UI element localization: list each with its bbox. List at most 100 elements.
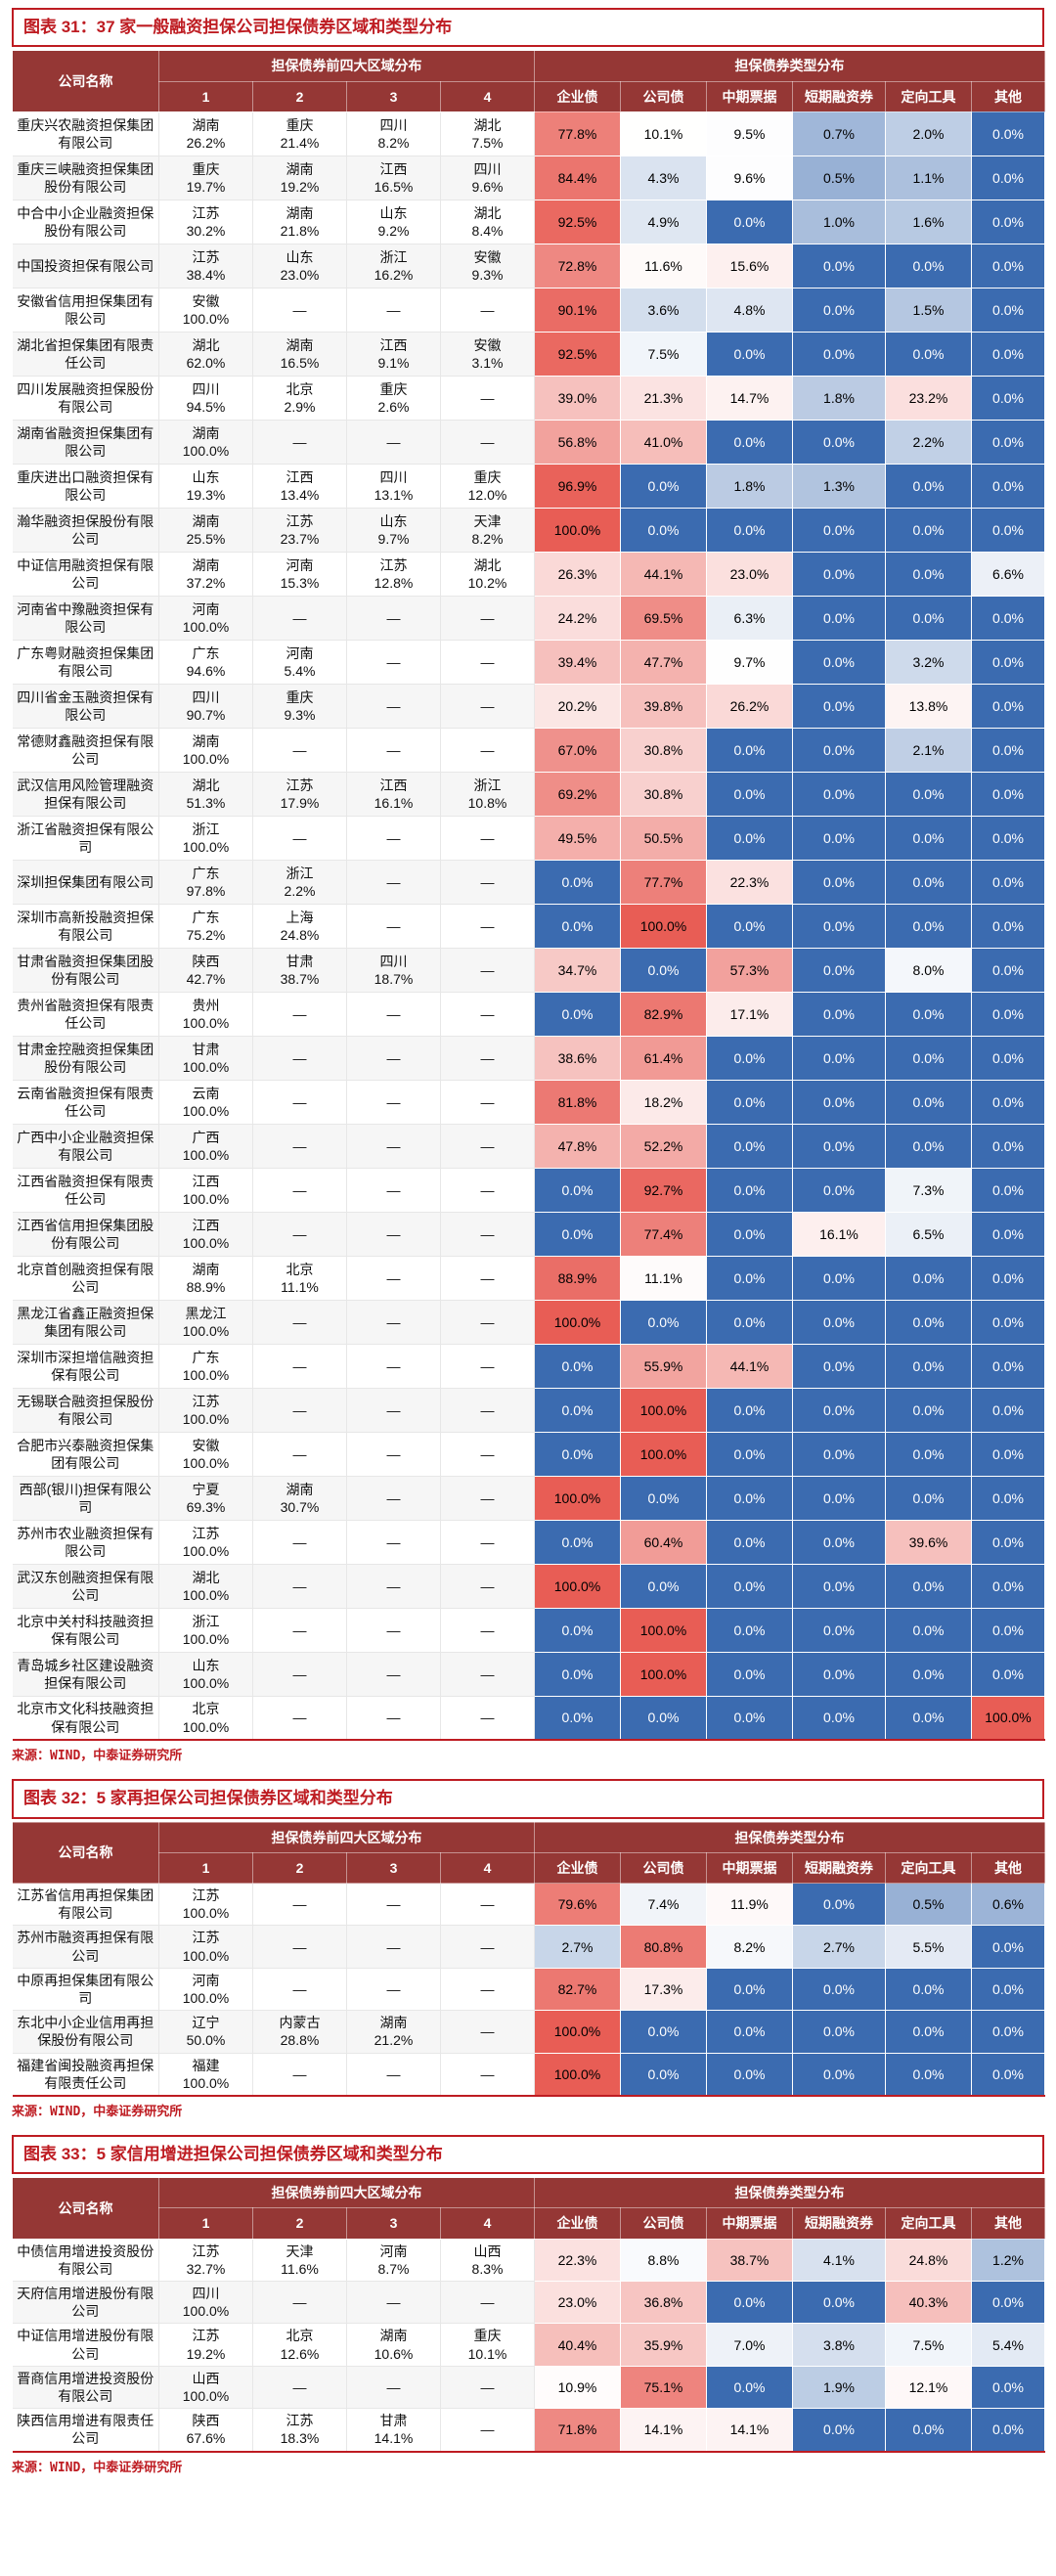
region-cell: 湖南 37.2% [158,551,253,597]
region-cell: 北京 100.0% [158,1695,253,1741]
bond-type-share-cell: 0.0% [970,947,1046,993]
region-cell: — [440,419,535,465]
bond-type-share-cell: 100.0% [534,1475,621,1521]
region-share: 19.2% [186,2345,226,2362]
bond-type-share-cell: 0.0% [792,1563,886,1609]
region-cell: 天津 11.6% [252,2238,347,2283]
bond-type-share-cell: 17.3% [620,1967,707,2012]
column-header: 3 [346,1851,441,1885]
bond-type-share-cell: 1.8% [792,375,886,421]
company-name-cell: 中证信用融资担保有限公司 [12,551,159,597]
region-province: 山西 [192,2370,220,2386]
region-cell: 山东 23.0% [252,243,347,289]
table-row: 晋商信用增进投资股份有限公司 山西 100.0% — — —10.9% 75.1% 0.0% 1… [12,2365,1046,2410]
company-name-cell: 甘肃金控融资担保集团股份有限公司 [12,1035,159,1081]
region-cell: — [346,1607,441,1653]
bond-type-share-cell: 0.0% [792,859,886,905]
region-cell: 江苏 23.7% [252,507,347,553]
bond-type-share-cell: 26.2% [706,683,793,729]
bond-type-share-cell: 7.4% [620,1883,707,1927]
bond-type-share-cell: 0.0% [706,2010,793,2054]
region-share: 100.0% [182,1989,230,2006]
region-cell: 山西 8.3% [440,2238,535,2283]
region-province: 安徽 [473,336,502,353]
region-province: 河南 [286,644,314,661]
region-share: 17.9% [280,794,320,811]
region-share: 30.7% [280,1498,320,1515]
region-province: 四川 [379,468,408,485]
region-share: 8.4% [471,222,504,239]
bond-type-share-cell: 0.0% [792,2281,886,2325]
bond-type-share-cell: 75.1% [620,2365,707,2410]
region-share: 100.0% [182,838,230,855]
company-name-cell: 武汉东创融资担保有限公司 [12,1563,159,1609]
bond-type-share-cell: 0.0% [970,1211,1046,1257]
bond-type-share-cell: 0.0% [885,1695,972,1741]
bond-type-share-cell: 0.0% [885,771,972,817]
region-cell: 山东 9.2% [346,199,441,244]
region-share: 100.0% [182,1234,230,1251]
bond-type-share-cell: 24.8% [885,2238,972,2283]
bond-type-share-cell: 100.0% [534,2052,621,2097]
bond-type-share-cell: 100.0% [534,1299,621,1345]
bond-type-share-cell: 24.2% [534,595,621,641]
region-cell: 四川 9.6% [440,155,535,200]
region-share: 21.4% [280,134,320,151]
region-cell: — [440,1695,535,1741]
region-province: 山西 [473,2243,502,2259]
company-name-cell: 河南省中豫融资担保有限公司 [12,595,159,641]
column-header: 1 [158,1851,253,1885]
bond-type-share-cell: 0.0% [792,903,886,949]
company-name-cell: 深圳市深担增信融资担保有限公司 [12,1343,159,1389]
region-cell: 北京 2.9% [252,375,347,421]
bond-type-share-cell: 12.1% [885,2365,972,2410]
region-cell: 贵州 100.0% [158,991,253,1037]
region-province: 湖南 [192,116,220,133]
bond-type-share-cell: 56.8% [534,419,621,465]
bond-type-share-cell: 9.5% [706,111,793,156]
table-row: 安徽省信用担保集团有限公司 安徽 100.0% — — —90.1% 3.6% 4.8% 0.0… [12,287,1046,333]
region-share: 62.0% [186,354,226,371]
bond-type-share-cell: 13.8% [885,683,972,729]
column-header: 定向工具 [885,80,972,112]
bond-type-share-cell: 0.0% [792,1123,886,1169]
bond-type-share-cell: 2.2% [885,419,972,465]
region-cell: — [252,2365,347,2410]
region-province: 四川 [192,2286,220,2302]
region-cell: 辽宁 50.0% [158,2010,253,2054]
company-name-cell: 浙江省融资担保有限公司 [12,815,159,861]
region-cell: — [346,1695,441,1741]
figure-32-title: 图表 32：5 家再担保公司担保债券区域和类型分布 [12,1779,1044,1819]
bond-type-share-cell: 0.0% [706,2365,793,2410]
company-name-cell: 江苏省信用再担保集团有限公司 [12,1883,159,1927]
region-province: 江苏 [192,1888,220,1904]
region-cell: — [440,1387,535,1433]
region-province: 重庆 [192,160,220,177]
bond-type-share-cell: 67.0% [534,727,621,773]
region-cell: — [440,1167,535,1213]
bond-type-share-cell: 0.0% [970,287,1046,333]
table-row: 四川省金玉融资担保有限公司 四川 90.7% 重庆 9.3% — —20.2% 39.8% 26… [12,683,1046,729]
bond-type-share-cell: 0.0% [534,1695,621,1741]
region-province: 山东 [379,512,408,529]
region-province: 河南 [379,2243,408,2259]
region-cell: — [346,1475,441,1521]
bond-type-share-cell: 1.9% [792,2365,886,2410]
table-row: 广西中小企业融资担保有限公司 广西 100.0% — — —47.8% 52.2% 0.0% 0… [12,1123,1046,1169]
region-province: 湖南 [192,556,220,573]
column-header: 定向工具 [885,1851,972,1885]
region-province: 安徽 [192,292,220,309]
region-share: 24.8% [280,926,320,943]
bond-type-share-cell: 36.8% [620,2281,707,2325]
bond-type-share-cell: 0.0% [970,1343,1046,1389]
region-share: 9.6% [471,178,504,195]
region-cell: — [440,1519,535,1565]
bond-type-share-cell: 0.0% [706,199,793,244]
region-cell: — [252,1387,347,1433]
region-share: 19.7% [186,178,226,195]
region-cell: 四川 13.1% [346,463,441,509]
region-cell: — [252,1343,347,1389]
region-share: 5.4% [284,662,316,679]
bond-type-share-cell: 92.7% [620,1167,707,1213]
column-header: 企业债 [534,1851,621,1885]
